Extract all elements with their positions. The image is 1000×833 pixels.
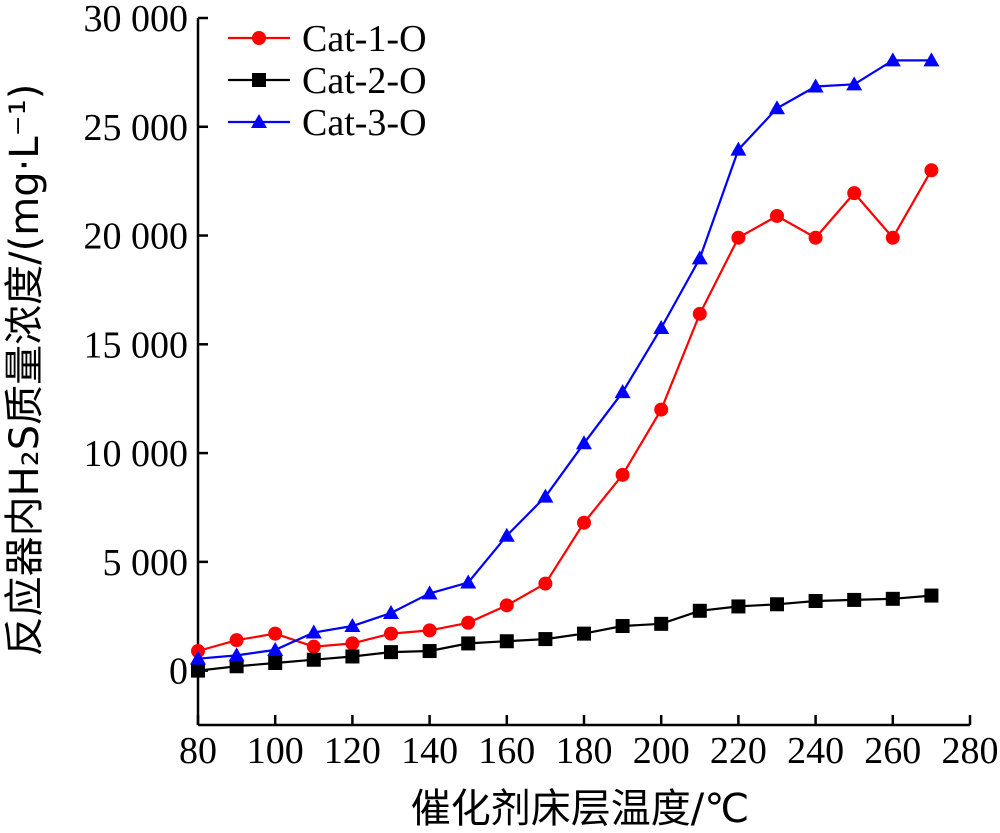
data-point-cat-1-o — [731, 230, 746, 245]
y-tick-label: 30 000 — [84, 0, 189, 40]
legend-label: Cat-2-O — [302, 60, 427, 102]
data-point-cat-3-o — [267, 641, 284, 656]
x-tick-label: 280 — [942, 730, 999, 772]
data-point-cat-3-o — [344, 618, 361, 633]
data-point-cat-3-o — [846, 76, 863, 91]
data-point-cat-2-o — [345, 649, 360, 664]
data-point-cat-3-o — [807, 78, 824, 93]
y-tick-label: 10 000 — [84, 433, 189, 475]
data-point-cat-2-o — [808, 594, 823, 609]
data-point-cat-3-o — [305, 624, 322, 639]
x-tick-label: 140 — [401, 730, 458, 772]
data-point-cat-1-o — [615, 467, 630, 482]
data-point-cat-2-o — [847, 592, 862, 607]
series-layer — [190, 52, 940, 678]
legend-label: Cat-3-O — [302, 102, 427, 144]
series-cat-1-o — [191, 163, 939, 659]
data-point-cat-2-o — [268, 656, 283, 671]
data-point-cat-1-o — [654, 402, 669, 417]
data-point-cat-3-o — [383, 604, 399, 619]
x-tick-label: 160 — [478, 730, 535, 772]
data-point-cat-3-o — [576, 435, 592, 450]
data-point-cat-3-o — [769, 100, 785, 115]
data-point-cat-1-o — [461, 615, 476, 630]
legend-item-cat-3-o: Cat-3-O — [228, 102, 427, 144]
x-axis-ticks: 80 100 120 140 160 180 200 220 240 260 280 — [179, 715, 999, 772]
data-point-cat-3-o — [691, 250, 708, 265]
data-point-cat-2-o — [731, 599, 746, 614]
data-point-cat-3-o — [190, 650, 206, 665]
y-axis-ticks: 0 5 000 10 000 15 000 20 000 25 000 30 000 — [84, 0, 208, 693]
series-line-cat-1-o — [197, 169, 933, 653]
legend-label: Cat-1-O — [302, 18, 427, 60]
data-point-cat-3-o — [884, 52, 901, 67]
series-line-cat-3-o — [197, 59, 932, 660]
data-point-cat-2-o — [577, 626, 591, 641]
series-cat-3-o — [190, 52, 940, 665]
data-point-cat-2-o — [191, 663, 205, 678]
data-point-cat-1-o — [422, 623, 437, 638]
data-point-cat-1-o — [229, 633, 244, 648]
data-point-cat-2-o — [692, 603, 707, 618]
legend-item-cat-2-o: Cat-2-O — [228, 60, 427, 102]
data-point-cat-2-o — [770, 597, 784, 612]
data-point-cat-3-o — [460, 574, 477, 589]
x-tick-label: 240 — [787, 730, 844, 772]
data-point-cat-3-o — [653, 319, 670, 334]
y-tick-label: 15 000 — [84, 324, 189, 366]
data-point-cat-1-o — [345, 636, 360, 651]
data-point-cat-1-o — [924, 163, 939, 178]
x-tick-label: 180 — [556, 730, 613, 772]
x-tick-label: 200 — [633, 730, 690, 772]
x-tick-label: 260 — [864, 730, 921, 772]
data-point-cat-2-o — [885, 591, 900, 606]
data-point-cat-2-o — [538, 632, 553, 647]
x-tick-label: 100 — [247, 730, 304, 772]
legend-marker-cat-3-o — [251, 114, 267, 128]
data-point-cat-1-o — [268, 626, 283, 641]
data-point-cat-3-o — [421, 585, 438, 600]
data-point-cat-2-o — [229, 659, 244, 674]
data-point-cat-1-o — [538, 576, 553, 591]
data-point-cat-3-o — [537, 488, 554, 503]
data-point-cat-3-o — [614, 384, 631, 399]
data-point-cat-3-o — [228, 647, 245, 662]
data-point-cat-1-o — [499, 598, 514, 613]
data-point-cat-2-o — [384, 645, 398, 660]
data-point-cat-1-o — [306, 639, 321, 654]
data-point-cat-1-o — [692, 306, 707, 321]
x-tick-label: 80 — [179, 730, 217, 772]
y-tick-label: 0 — [169, 651, 188, 693]
data-point-cat-3-o — [923, 52, 940, 67]
data-point-cat-1-o — [770, 208, 784, 223]
data-point-cat-1-o — [885, 230, 900, 245]
series-cat-2-o — [191, 588, 939, 678]
data-point-cat-2-o — [924, 588, 939, 603]
data-point-cat-2-o — [461, 636, 476, 651]
data-point-cat-2-o — [654, 616, 669, 631]
y-tick-label: 20 000 — [84, 216, 189, 258]
y-axis-title: 反应器内H₂S质量浓度/(mg·L⁻¹) — [2, 84, 48, 657]
data-point-cat-1-o — [847, 186, 862, 201]
legend-marker-cat-2-o — [252, 73, 266, 87]
data-point-cat-1-o — [384, 626, 398, 641]
data-point-cat-2-o — [306, 652, 321, 667]
data-point-cat-3-o — [498, 527, 515, 542]
x-tick-label: 120 — [324, 730, 381, 772]
legend-marker-cat-1-o — [252, 31, 266, 45]
data-point-cat-2-o — [615, 619, 630, 634]
data-point-cat-1-o — [577, 515, 591, 530]
y-tick-label: 5 000 — [103, 542, 189, 584]
data-point-cat-2-o — [499, 634, 514, 649]
legend-item-cat-1-o: Cat-1-O — [228, 18, 427, 60]
data-point-cat-1-o — [808, 230, 823, 245]
data-point-cat-2-o — [422, 644, 437, 659]
x-tick-label: 220 — [710, 730, 767, 772]
y-tick-label: 25 000 — [84, 107, 189, 149]
data-point-cat-3-o — [730, 141, 747, 156]
x-axis-title: 催化剂床层温度/℃ — [411, 786, 749, 832]
